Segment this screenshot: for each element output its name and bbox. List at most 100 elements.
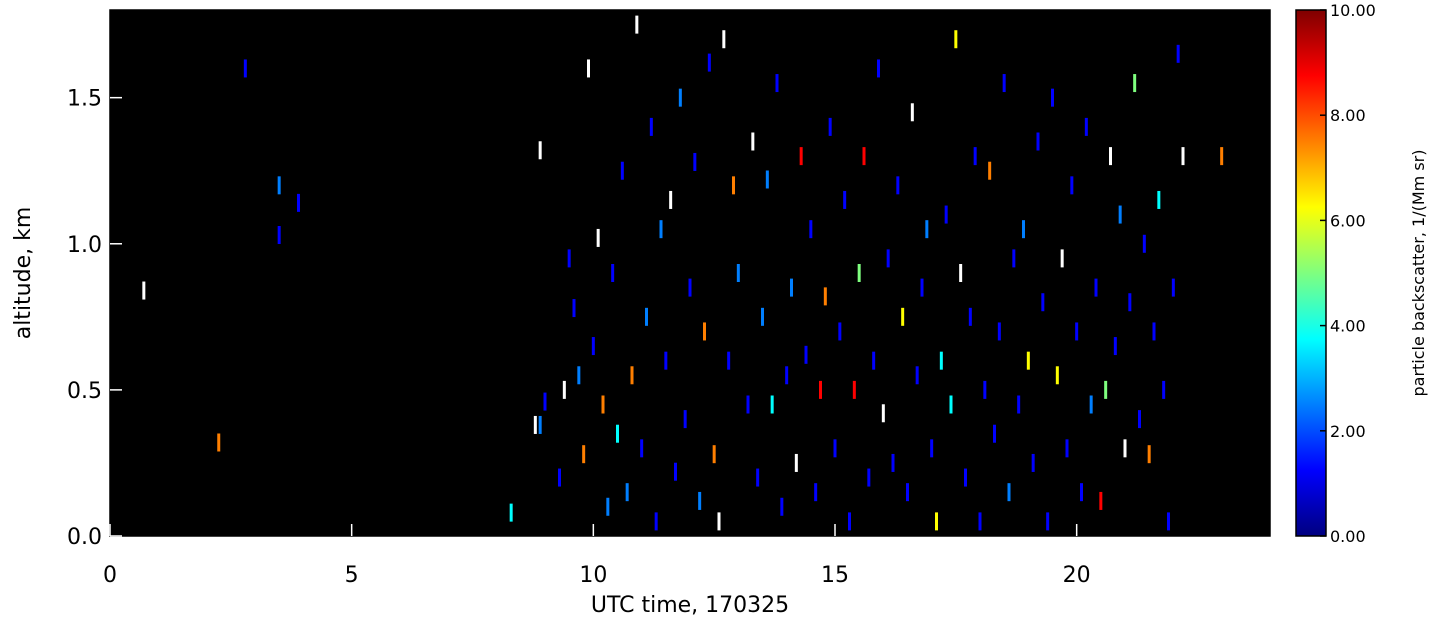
backscatter-mark <box>674 462 677 481</box>
backscatter-mark <box>833 439 837 458</box>
backscatter-mark <box>896 176 900 195</box>
backscatter-mark <box>1084 117 1088 136</box>
backscatter-mark <box>881 404 885 423</box>
backscatter-mark <box>886 249 890 268</box>
backscatter-mark <box>785 366 789 385</box>
backscatter-marks <box>142 15 1224 531</box>
backscatter-mark <box>645 307 648 326</box>
backscatter-mark <box>891 453 895 472</box>
backscatter-mark <box>968 307 972 326</box>
backscatter-mark <box>993 424 996 443</box>
backscatter-mark <box>217 433 221 452</box>
backscatter-mark <box>142 281 146 300</box>
backscatter-mark <box>1051 88 1054 107</box>
backscatter-mark <box>1113 337 1117 356</box>
backscatter-mark <box>1157 190 1161 209</box>
backscatter-mark <box>606 497 610 516</box>
y-tick-label: 1.0 <box>67 233 102 258</box>
backscatter-mark <box>862 147 866 166</box>
backscatter-mark <box>925 220 929 239</box>
backscatter-mark <box>910 103 914 122</box>
y-tick-label: 1.5 <box>67 87 102 112</box>
backscatter-mark <box>722 30 726 49</box>
plot-frame <box>109 9 1271 537</box>
backscatter-mark <box>1167 512 1170 531</box>
backscatter-mark <box>809 220 813 239</box>
backscatter-mark <box>915 366 919 385</box>
backscatter-mark <box>794 453 798 472</box>
backscatter-mark <box>823 287 827 306</box>
backscatter-mark <box>683 410 687 429</box>
backscatter-mark <box>572 299 576 318</box>
backscatter-mark <box>649 117 653 136</box>
backscatter-mark <box>543 392 547 411</box>
x-tick-label: 20 <box>1063 563 1091 588</box>
backscatter-mark <box>732 176 735 195</box>
backscatter-mark <box>558 468 561 487</box>
backscatter-mark <box>949 395 953 414</box>
backscatter-mark <box>577 366 581 385</box>
backscatter-mark <box>1138 410 1141 429</box>
backscatter-mark <box>848 512 851 531</box>
backscatter-mark <box>712 445 716 464</box>
backscatter-mark <box>857 264 861 282</box>
x-tick-label: 10 <box>579 563 607 588</box>
backscatter-mark <box>964 468 967 487</box>
backscatter-mark <box>1123 439 1127 458</box>
colorbar-label: particle backscatter, 1/(Mm sr) <box>1409 150 1428 397</box>
backscatter-mark <box>616 424 619 443</box>
backscatter-mark <box>1089 395 1093 414</box>
backscatter-mark <box>1080 483 1083 502</box>
backscatter-mark <box>659 220 663 239</box>
colorbar-tick-label: 6.00 <box>1330 211 1366 230</box>
backscatter-mark <box>944 205 948 224</box>
backscatter-mark <box>596 228 600 247</box>
backscatter-mark <box>1152 322 1156 341</box>
backscatter-mark <box>1012 249 1016 268</box>
backscatter-mark <box>562 380 566 399</box>
backscatter-mark <box>901 307 905 326</box>
backscatter-mark <box>877 59 880 78</box>
y-tick-label: 0.0 <box>67 525 102 550</box>
x-tick-label: 15 <box>821 563 849 588</box>
x-tick-label: 5 <box>345 563 359 588</box>
backscatter-mark <box>1181 147 1185 166</box>
backscatter-mark <box>1055 366 1059 385</box>
backscatter-mark <box>770 395 774 414</box>
backscatter-mark <box>867 468 871 487</box>
backscatter-mark <box>780 497 784 516</box>
backscatter-mark <box>1118 205 1122 224</box>
backscatter-mark <box>591 337 595 356</box>
backscatter-mark <box>611 264 615 282</box>
x-axis-label: UTC time, 170325 <box>591 593 789 617</box>
backscatter-mark <box>920 278 924 297</box>
backscatter-mark <box>1031 453 1035 472</box>
x-tick-label: 0 <box>103 563 117 588</box>
backscatter-mark <box>635 15 639 34</box>
backscatter-mark <box>761 307 764 326</box>
backscatter-mark <box>872 351 876 370</box>
backscatter-mark <box>1036 132 1040 151</box>
x-axis: 0 5 10 15 20 <box>103 524 1091 588</box>
backscatter-mark <box>799 147 803 166</box>
backscatter-mark <box>1060 249 1064 268</box>
backscatter-mark <box>1142 234 1146 253</box>
backscatter-mark <box>997 322 1001 341</box>
backscatter-mark <box>852 380 856 399</box>
backscatter-mark <box>1171 278 1175 297</box>
backscatter-mark <box>1065 439 1069 458</box>
backscatter-mark <box>582 445 586 464</box>
backscatter-mark <box>1109 147 1112 166</box>
backscatter-mark <box>297 193 300 212</box>
backscatter-mark <box>790 278 793 297</box>
backscatter-mark <box>1162 380 1166 399</box>
backscatter-mark <box>804 345 808 364</box>
backscatter-mark <box>533 415 537 434</box>
backscatter-mark <box>1017 395 1021 414</box>
y-axis-label: altitude, km <box>11 207 36 340</box>
backscatter-mark <box>935 512 938 531</box>
backscatter-mark <box>1094 278 1098 297</box>
backscatter-mark <box>630 366 634 385</box>
plot-area <box>110 10 1270 536</box>
